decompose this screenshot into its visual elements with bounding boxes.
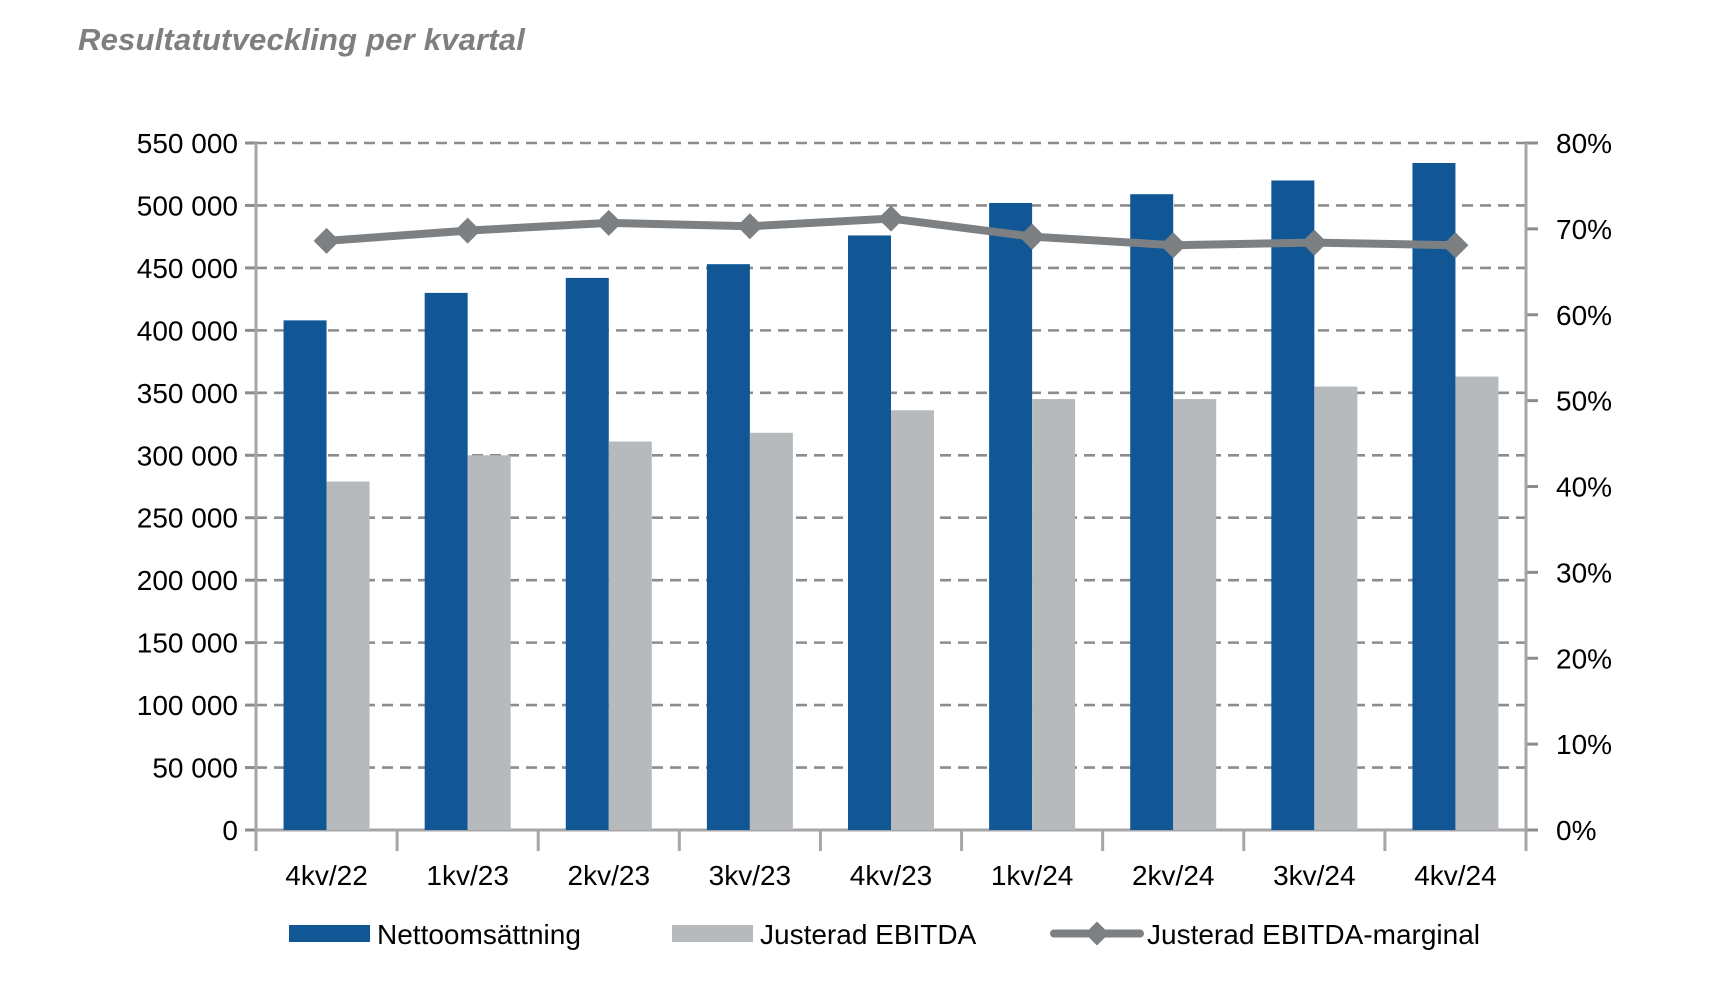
bar-justerad-ebitda [891, 410, 934, 830]
margin-line-marker [1160, 232, 1187, 259]
x-axis-label: 1kv/23 [426, 860, 509, 891]
bar-nettoomsattning [283, 320, 327, 830]
bar-nettoomsattning [1271, 180, 1315, 831]
x-axis-label: 4kv/22 [285, 860, 368, 891]
margin-line-marker [595, 209, 622, 236]
chart-title: Resultatutveckling per kvartal [78, 22, 526, 57]
x-axis-label: 1kv/24 [991, 860, 1074, 891]
left-axis-label: 150 000 [137, 628, 238, 659]
margin-line-marker [878, 205, 904, 232]
x-axis-label: 2kv/24 [1132, 860, 1215, 891]
margin-line-marker [736, 213, 763, 240]
legend-swatch-nettoomsattning [289, 925, 370, 942]
right-axis-label: 40% [1556, 472, 1612, 503]
right-axis-label: 70% [1556, 214, 1612, 245]
legend-diamond-icon [1085, 921, 1109, 946]
left-axis-label: 350 000 [137, 378, 238, 409]
right-axis-label: 60% [1556, 300, 1612, 331]
right-axis-label: 0% [1556, 815, 1596, 846]
left-axis-label: 200 000 [137, 565, 238, 596]
legend-swatch-justerad-ebitda [672, 925, 753, 942]
x-axis-label: 4kv/23 [850, 860, 933, 891]
bar-justerad-ebitda [608, 441, 652, 830]
right-axis-label: 20% [1556, 643, 1612, 674]
bar-justerad-ebitda [1032, 399, 1076, 830]
left-axis-label: 50 000 [152, 753, 238, 784]
bar-justerad-ebitda [467, 455, 511, 830]
left-axis-label: 300 000 [137, 440, 238, 471]
x-axis-label: 4kv/24 [1414, 860, 1497, 891]
bar-nettoomsattning [989, 202, 1033, 830]
left-axis-label: 550 000 [137, 128, 238, 159]
bar-justerad-ebitda [1173, 399, 1217, 830]
bar-nettoomsattning [706, 264, 750, 830]
margin-line-marker [454, 217, 481, 244]
bar-nettoomsattning [1130, 194, 1174, 831]
legend-label-justerad-ebitda: Justerad EBITDA [760, 919, 977, 950]
left-axis-label: 400 000 [137, 315, 238, 346]
bar-justerad-ebitda [1314, 386, 1358, 830]
left-axis-label: 500 000 [137, 190, 238, 221]
left-axis-label: 250 000 [137, 503, 238, 534]
bar-justerad-ebitda [1455, 376, 1499, 830]
left-axis-label: 100 000 [137, 690, 238, 721]
x-axis-label: 3kv/24 [1273, 860, 1356, 891]
margin-line-marker [313, 227, 340, 254]
left-axis-label: 450 000 [137, 253, 238, 284]
bar-nettoomsattning [1412, 162, 1456, 830]
margin-line-marker [1442, 232, 1469, 259]
x-axis-label: 3kv/23 [709, 860, 792, 891]
bar-nettoomsattning [848, 235, 891, 830]
legend-label-nettoomsattning: Nettoomsättning [377, 919, 581, 950]
bar-nettoomsattning [565, 277, 609, 830]
right-axis-label: 10% [1556, 729, 1612, 760]
bar-justerad-ebitda [326, 481, 370, 830]
bar-justerad-ebitda [749, 432, 793, 830]
bar-nettoomsattning [424, 292, 468, 831]
left-axis-label: 0 [222, 815, 238, 846]
right-axis-label: 80% [1556, 128, 1612, 159]
legend-label-justerad-ebitda-marginal: Justerad EBITDA-marginal [1147, 919, 1480, 950]
margin-line-marker [1019, 223, 1046, 250]
margin-line-marker [1301, 229, 1328, 256]
x-axis-label: 2kv/23 [568, 860, 651, 891]
right-axis-label: 30% [1556, 557, 1612, 588]
right-axis-label: 50% [1556, 386, 1612, 417]
